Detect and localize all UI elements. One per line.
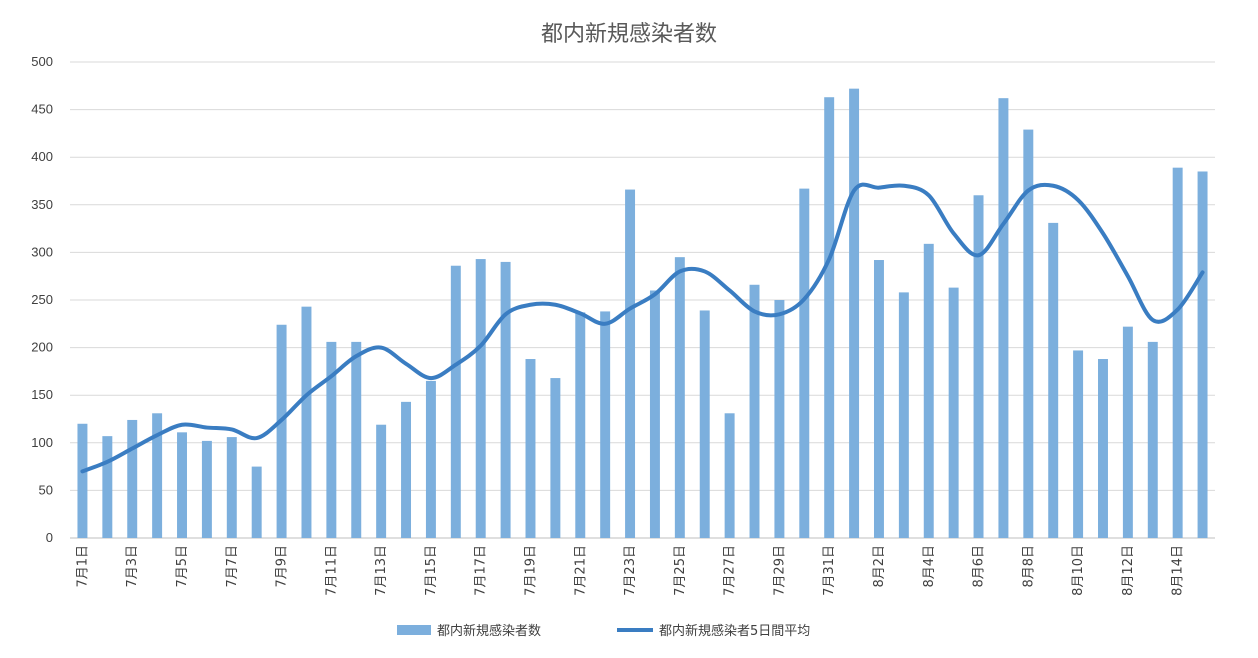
bar	[849, 88, 860, 538]
y-tick-label: 0	[46, 530, 53, 545]
bar	[77, 423, 88, 538]
x-tick-label: 7月3日	[125, 545, 140, 588]
x-tick-label: 7月7日	[225, 545, 240, 588]
bar	[1098, 359, 1108, 538]
x-tick-label: 8月14日	[1171, 545, 1186, 596]
bar	[326, 341, 337, 538]
bar	[699, 310, 710, 538]
bar	[251, 466, 262, 538]
bar	[1197, 171, 1208, 539]
bar	[376, 424, 387, 538]
bar	[1172, 167, 1183, 538]
bar	[898, 292, 909, 538]
bar	[799, 188, 810, 538]
y-axis-ticks: 0 50 100 150 200 250 300 350 400 450 500	[31, 54, 53, 545]
y-tick-label: 350	[31, 197, 53, 212]
x-tick-label: 7月13日	[374, 545, 389, 596]
bar	[749, 284, 760, 538]
x-tick-label: 7月5日	[175, 545, 190, 588]
bar	[226, 437, 237, 538]
legend-line-label: 都内新規感染者5日間平均	[659, 623, 810, 639]
bar	[201, 440, 212, 538]
x-tick-label: 7月17日	[474, 545, 489, 596]
bar	[998, 98, 1009, 539]
bar	[973, 195, 984, 538]
bar	[873, 260, 884, 538]
y-tick-label: 200	[31, 340, 53, 355]
bar	[127, 419, 138, 538]
bar	[1122, 326, 1133, 538]
y-tick-label: 100	[31, 435, 53, 450]
x-tick-label: 7月27日	[723, 545, 738, 596]
bar	[301, 306, 312, 538]
bar	[625, 189, 636, 538]
x-tick-label: 8月6日	[972, 545, 987, 588]
x-tick-label: 7月1日	[75, 545, 90, 588]
bar	[102, 436, 113, 538]
y-tick-label: 150	[31, 387, 53, 402]
y-tick-label: 50	[39, 482, 53, 497]
bar	[475, 259, 486, 538]
y-tick-label: 400	[31, 149, 53, 164]
y-tick-label: 500	[31, 54, 53, 69]
y-tick-label: 250	[31, 292, 53, 307]
average-line	[80, 182, 1205, 474]
x-tick-label: 8月2日	[872, 545, 887, 588]
bar	[550, 378, 561, 538]
x-tick-label: 7月15日	[424, 545, 439, 596]
bar	[351, 341, 362, 538]
x-tick-label: 7月29日	[772, 545, 787, 596]
bar	[1023, 129, 1034, 539]
bar	[724, 413, 735, 538]
x-tick-label: 7月19日	[523, 545, 538, 596]
bar	[1073, 350, 1084, 538]
bar	[649, 290, 660, 538]
bar	[824, 97, 835, 538]
y-tick-label: 450	[31, 102, 53, 117]
bar	[401, 401, 412, 538]
x-axis-ticks: 7月1日 7月3日 7月5日 7月7日 7月9日 7月11日 7月13日 7月15日 7月17日…	[75, 545, 1185, 596]
x-tick-label: 7月25日	[673, 545, 688, 596]
legend-bar-label: 都内新規感染者数	[437, 623, 541, 639]
legend: 都内新規感染者数 都内新規感染者5日間平均	[397, 623, 810, 639]
chart-title: 都内新規感染者数	[541, 22, 717, 47]
x-tick-label: 7月11日	[324, 545, 339, 596]
x-tick-label: 7月31日	[822, 545, 837, 596]
line-series	[80, 182, 1205, 474]
bar	[600, 311, 611, 538]
bar	[575, 312, 586, 538]
bar	[674, 257, 685, 538]
legend-bar-swatch	[397, 625, 431, 635]
bar	[177, 432, 187, 538]
bar	[774, 300, 785, 538]
x-tick-label: 7月21日	[573, 545, 588, 596]
bar	[948, 287, 959, 538]
bar	[923, 243, 934, 538]
bar	[1147, 341, 1158, 538]
x-tick-label: 8月10日	[1071, 545, 1086, 596]
bar	[525, 359, 536, 538]
x-tick-label: 7月23日	[623, 545, 638, 596]
y-tick-label: 300	[31, 244, 53, 259]
x-tick-label: 8月8日	[1021, 545, 1036, 588]
x-tick-label: 7月9日	[275, 545, 290, 588]
bar-series	[77, 88, 1208, 539]
x-tick-label: 8月12日	[1121, 545, 1136, 596]
bar	[276, 324, 287, 538]
bar	[425, 380, 436, 538]
x-tick-label: 8月4日	[922, 545, 937, 588]
bar	[1048, 222, 1059, 538]
bar	[152, 413, 163, 538]
bar	[500, 261, 511, 538]
bar	[450, 265, 461, 538]
